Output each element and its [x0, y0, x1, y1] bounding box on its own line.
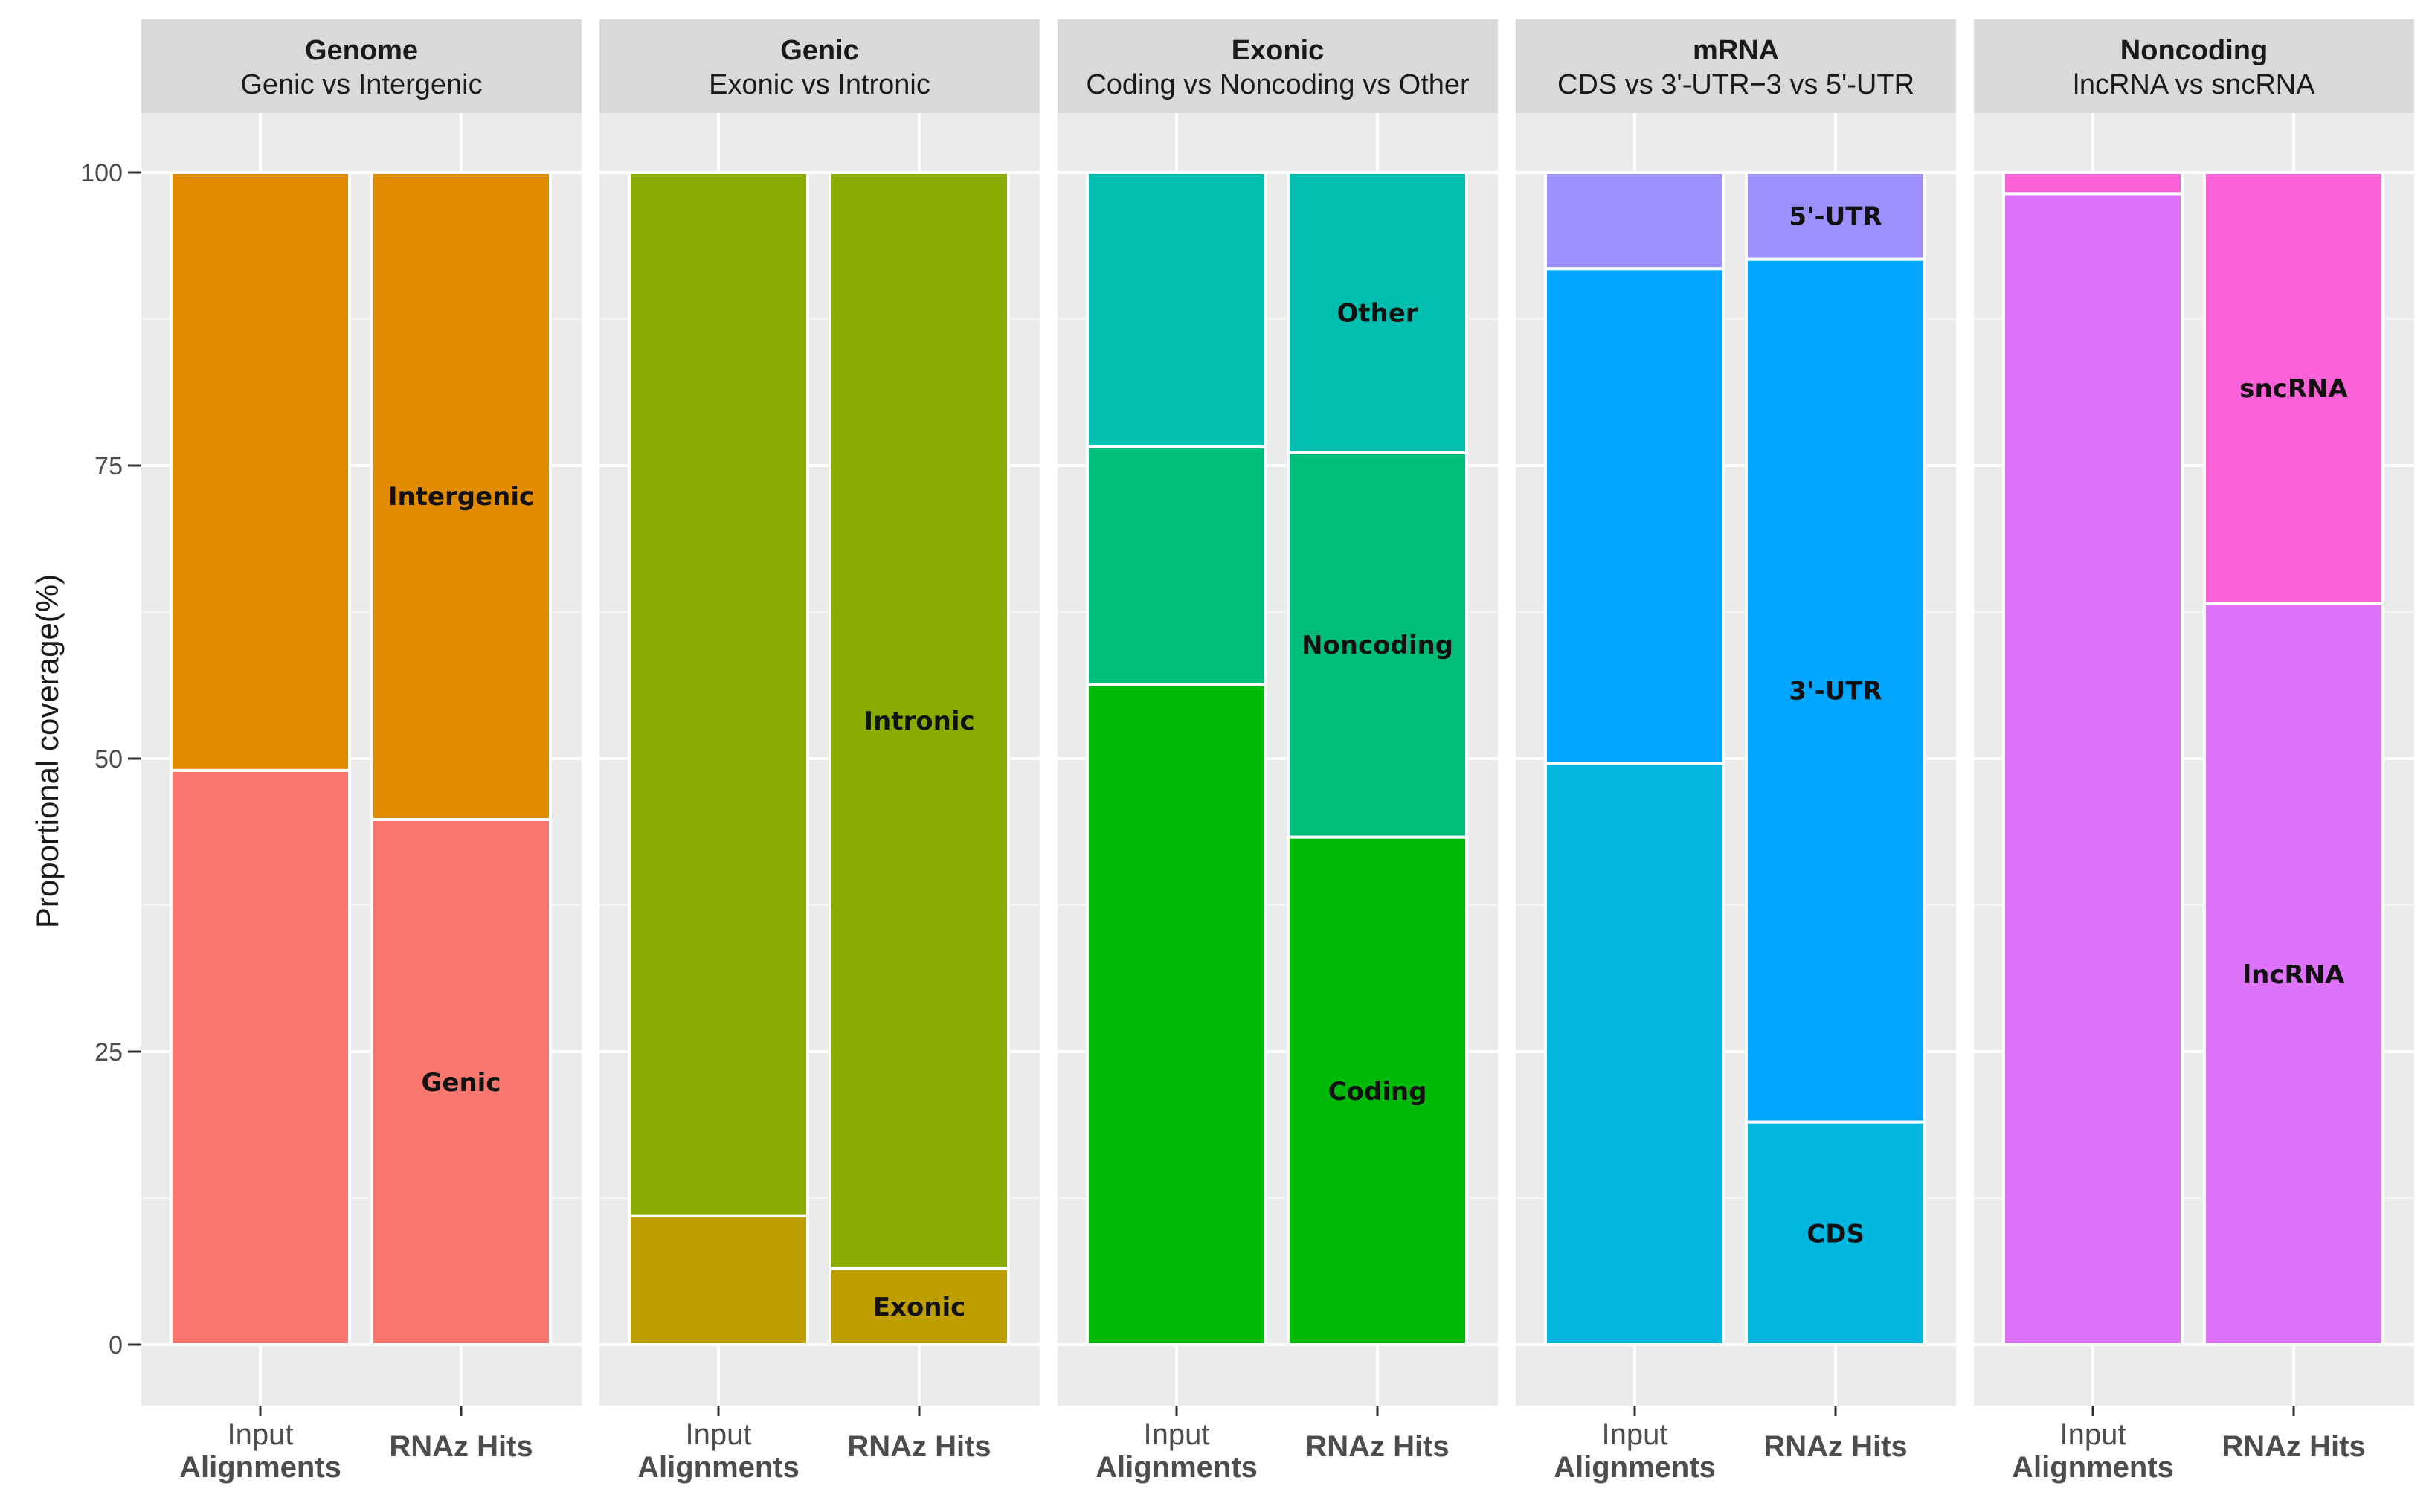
bar-segment-noncoding	[1086, 445, 1267, 686]
segment-label: lncRNA	[2243, 960, 2346, 990]
segment-label: Intergenic	[388, 482, 534, 512]
facet-title: Genic	[780, 35, 859, 66]
x-tick-label-line2: Alignments	[179, 1451, 341, 1484]
segment-label: Other	[1336, 298, 1418, 328]
bar-segment-coding	[1086, 683, 1267, 1346]
segment-label: Coding	[1328, 1077, 1427, 1107]
segment-label: 5'-UTR	[1789, 202, 1882, 231]
facet-subtitle: lncRNA vs sncRNA	[2073, 69, 2315, 100]
bar-segment-3-utr	[1544, 267, 1725, 765]
facet-strip	[141, 19, 582, 113]
bar-segment-intergenic	[170, 171, 351, 772]
x-tick-label-line2: Alignments	[1096, 1451, 1258, 1484]
bar-segment-genic	[170, 768, 351, 1346]
bar-segment-cds	[1544, 762, 1725, 1346]
bar-segment-lncrna	[2203, 602, 2384, 1346]
bar-segment-intronic	[829, 171, 1010, 1270]
y-tick-label: 100	[80, 159, 123, 187]
y-tick-label: 75	[94, 452, 123, 480]
y-tick-label: 0	[109, 1331, 123, 1360]
bar-segment-intergenic	[370, 171, 552, 821]
bar-segment-5-utr	[1745, 171, 1926, 261]
segment-label: sncRNA	[2239, 374, 2348, 404]
facet-strip	[1516, 19, 1956, 113]
segment-label: Noncoding	[1302, 631, 1453, 660]
y-axis-label: Proportional coverage(%)	[30, 574, 65, 928]
bar-segment-cds	[1745, 1120, 1926, 1347]
x-tick-label-line2: Alignments	[637, 1451, 800, 1484]
x-tick-label: RNAz Hits	[1305, 1430, 1449, 1463]
segment-label: Intronic	[863, 707, 974, 736]
x-tick-label: RNAz Hits	[389, 1430, 533, 1463]
facet-title: Exonic	[1232, 35, 1325, 66]
x-tick-label: RNAz Hits	[1763, 1430, 1907, 1463]
facet-strip	[1058, 19, 1498, 113]
segment-label: 3'-UTR	[1789, 677, 1882, 707]
facet-subtitle: Exonic vs Intronic	[709, 69, 930, 100]
y-tick-label: 25	[94, 1038, 123, 1067]
y-tick-label: 50	[94, 745, 123, 773]
facet-title: Noncoding	[2120, 35, 2268, 66]
x-tick-label-line1: Input	[686, 1418, 752, 1451]
x-tick-label-line2: Alignments	[1554, 1451, 1716, 1484]
facet-subtitle: CDS vs 3'-UTR−3 vs 5'-UTR	[1557, 69, 1914, 100]
bar-segment-other	[1287, 171, 1468, 454]
bar-segment-exonic	[628, 1214, 809, 1347]
bar-segment-intronic	[628, 171, 809, 1217]
facet-title: mRNA	[1693, 35, 1779, 66]
segment-label: Exonic	[873, 1293, 966, 1322]
bar-segment-3-utr	[1745, 257, 1926, 1124]
facet-strip	[1974, 19, 2414, 113]
facet-subtitle: Coding vs Noncoding vs Other	[1086, 69, 1470, 100]
bar-segment-sncrna	[2002, 171, 2184, 196]
bar-segment-lncrna	[2002, 192, 2184, 1346]
bar-segment-5-utr	[1544, 171, 1725, 271]
bar-segment-noncoding	[1287, 451, 1468, 839]
x-tick-label-line1: Input	[2060, 1418, 2126, 1451]
facet-strip	[599, 19, 1040, 113]
x-tick-label: RNAz Hits	[847, 1430, 991, 1463]
bar-segment-coding	[1287, 835, 1468, 1347]
bar-segment-sncrna	[2203, 171, 2384, 605]
facet-subtitle: Genic vs Intergenic	[240, 69, 482, 100]
x-tick-label-line1: Input	[1144, 1418, 1210, 1451]
bar-segment-other	[1086, 171, 1267, 448]
segment-label: CDS	[1807, 1219, 1865, 1249]
bar-segment-genic	[370, 817, 552, 1346]
facet-title: Genome	[305, 35, 418, 66]
x-tick-label-line2: Alignments	[2012, 1451, 2174, 1484]
x-tick-label-line1: Input	[228, 1418, 294, 1451]
x-tick-label-line1: Input	[1602, 1418, 1668, 1451]
segment-label: Genic	[422, 1068, 501, 1098]
x-tick-label: RNAz Hits	[2222, 1430, 2365, 1463]
